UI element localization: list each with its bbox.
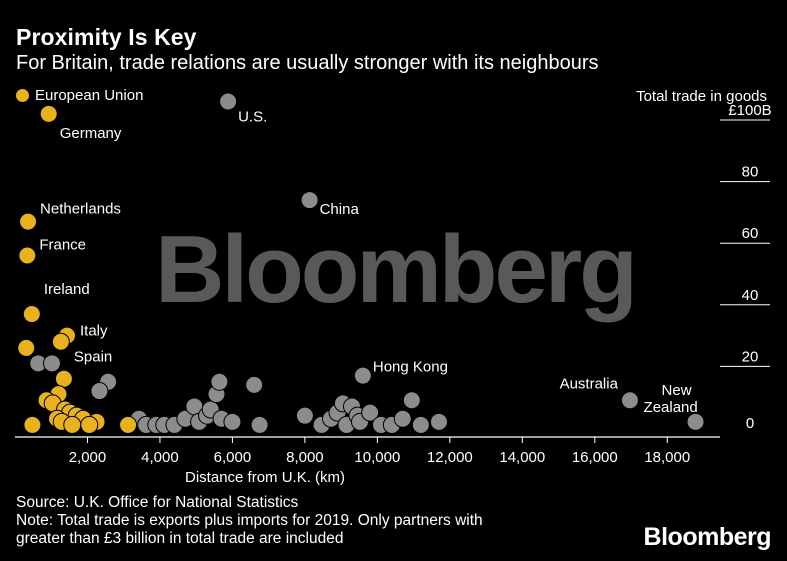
- note-line-2: greater than £3 billion in total trade a…: [16, 530, 344, 547]
- other-point: [402, 391, 421, 410]
- point-label-china: China: [320, 201, 360, 218]
- note-line-1: Note: Total trade is exports plus import…: [16, 512, 483, 529]
- other-point: [686, 412, 705, 431]
- point-label-france: France: [39, 237, 86, 254]
- other-point: [223, 412, 242, 431]
- x-axis-label: Distance from U.K. (km): [185, 469, 345, 486]
- footer-notes: Source: U.K. Office for National Statist…: [16, 494, 483, 548]
- y-tick-label: 40: [742, 287, 759, 304]
- eu-point: [22, 305, 41, 324]
- x-tick-label: 2,000: [69, 449, 107, 466]
- point-label-germany: Germany: [60, 125, 122, 142]
- source-note: Source: U.K. Office for National Statist…: [16, 494, 299, 511]
- eu-point: [17, 338, 36, 357]
- y-tick-label: 20: [742, 348, 759, 365]
- x-tick-label: 10,000: [354, 449, 400, 466]
- chart-title: Proximity Is Key: [16, 24, 197, 50]
- other-point: [393, 409, 412, 428]
- y-tick-label: 80: [742, 164, 759, 181]
- eu-point: [18, 246, 37, 265]
- x-tick-label: 16,000: [572, 449, 618, 466]
- eu-point: [51, 332, 70, 351]
- other-point: [361, 403, 380, 422]
- point-label-u-s-: U.S.: [238, 109, 267, 126]
- watermark: Bloomberg: [155, 216, 635, 323]
- other-point: [429, 412, 448, 431]
- other-point: [300, 191, 319, 210]
- eu-point: [19, 212, 38, 231]
- other-point: [90, 382, 109, 401]
- x-tick-label: 12,000: [427, 449, 473, 466]
- point-label-hong-kong: Hong Kong: [373, 359, 448, 376]
- other-point: [411, 415, 430, 434]
- legend-swatch-eu: [16, 89, 29, 102]
- other-point: [295, 406, 314, 425]
- eu-point: [54, 369, 73, 388]
- y-axis-label: Total trade in goods: [636, 88, 767, 105]
- chart-subtitle: For Britain, trade relations are usually…: [16, 52, 599, 74]
- point-label-netherlands: Netherlands: [40, 201, 121, 218]
- other-point: [210, 372, 229, 391]
- y-tick-label: 0: [746, 415, 754, 432]
- point-label-spain: Spain: [74, 349, 112, 366]
- legend: European Union: [16, 87, 143, 104]
- other-point: [219, 92, 238, 111]
- eu-point: [39, 104, 58, 123]
- other-point: [42, 354, 61, 373]
- other-point: [353, 366, 372, 385]
- other-point: [620, 391, 639, 410]
- other-point: [245, 375, 264, 394]
- eu-point: [80, 415, 99, 434]
- point-label-new-zealand: New Zealand: [644, 382, 698, 416]
- other-point: [250, 415, 269, 434]
- eu-point: [119, 415, 138, 434]
- x-tick-label: 18,000: [644, 449, 690, 466]
- y-tick-label: 60: [742, 225, 759, 242]
- legend-label-eu: European Union: [35, 87, 144, 104]
- x-tick-label: 6,000: [214, 449, 252, 466]
- x-tick-label: 4,000: [141, 449, 179, 466]
- bloomberg-logo: Bloomberg: [643, 523, 772, 551]
- point-label-italy: Italy: [80, 323, 108, 340]
- point-label-ireland: Ireland: [44, 281, 90, 298]
- eu-point: [63, 415, 82, 434]
- eu-point: [23, 415, 42, 434]
- x-tick-label: 14,000: [499, 449, 545, 466]
- y-tick-label: £100B: [728, 102, 771, 119]
- point-label-australia: Australia: [560, 375, 619, 392]
- x-tick-label: 8,000: [286, 449, 324, 466]
